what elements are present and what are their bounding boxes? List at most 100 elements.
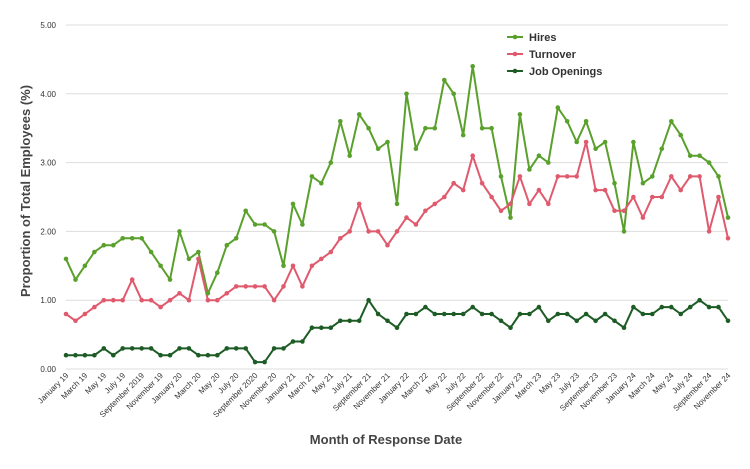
- data-point: [196, 256, 201, 262]
- data-point: [536, 153, 542, 158]
- data-point: [517, 174, 523, 179]
- data-point: [139, 236, 144, 241]
- data-point: [678, 187, 683, 193]
- data-point: [650, 311, 655, 317]
- data-point: [271, 297, 277, 303]
- data-point: [527, 311, 532, 317]
- data-point: [517, 112, 523, 117]
- data-point: [460, 187, 466, 193]
- data-point: [290, 201, 296, 207]
- legend-marker: [512, 34, 518, 40]
- data-point: [451, 91, 457, 97]
- data-point: [612, 180, 617, 186]
- data-point: [158, 352, 163, 358]
- data-point: [716, 174, 721, 179]
- data-point: [233, 346, 239, 351]
- data-point: [451, 311, 457, 317]
- data-point: [120, 297, 125, 303]
- data-point: [536, 304, 542, 310]
- data-point: [158, 304, 163, 310]
- data-point: [593, 187, 598, 193]
- data-point: [546, 201, 551, 207]
- data-point: [262, 359, 267, 365]
- data-point: [328, 160, 334, 165]
- data-point: [196, 352, 201, 358]
- data-point: [252, 222, 258, 227]
- data-point: [593, 146, 598, 152]
- data-point: [186, 256, 192, 262]
- data-point: [423, 208, 428, 214]
- data-point: [356, 201, 362, 207]
- data-point: [442, 194, 447, 200]
- data-point: [338, 236, 343, 241]
- data-point: [338, 318, 343, 324]
- data-point: [252, 359, 258, 365]
- data-point: [564, 174, 570, 179]
- data-point: [262, 222, 267, 227]
- data-point: [177, 346, 182, 351]
- data-point: [129, 277, 135, 282]
- series-line-hires: [65, 65, 729, 295]
- data-point: [489, 311, 494, 317]
- data-point: [177, 229, 182, 234]
- data-point: [413, 146, 419, 152]
- data-point: [73, 318, 78, 324]
- data-point: [111, 297, 116, 303]
- data-point: [233, 284, 239, 289]
- data-point: [290, 263, 296, 269]
- data-point: [385, 139, 390, 145]
- data-point: [252, 284, 258, 289]
- data-point: [394, 201, 400, 207]
- data-point: [243, 208, 248, 214]
- data-point: [281, 346, 286, 351]
- data-point: [328, 325, 334, 331]
- data-point: [233, 236, 239, 241]
- data-point: [319, 325, 324, 331]
- data-point: [271, 229, 277, 234]
- data-point: [678, 311, 683, 317]
- data-point: [375, 311, 381, 317]
- data-point: [470, 64, 476, 69]
- data-point: [139, 297, 144, 303]
- data-point: [177, 291, 182, 296]
- data-point: [659, 304, 665, 310]
- data-point: [498, 174, 504, 179]
- data-point: [319, 180, 324, 186]
- data-point: [243, 284, 248, 289]
- data-point: [290, 339, 296, 344]
- data-point: [725, 236, 731, 241]
- data-point: [640, 311, 646, 317]
- data-point: [205, 352, 211, 358]
- data-point: [687, 304, 693, 310]
- data-point: [404, 91, 409, 97]
- series-line-job-openings: [66, 299, 729, 364]
- data-point: [186, 346, 192, 351]
- data-point: [640, 215, 646, 220]
- data-point: [432, 311, 438, 317]
- data-point: [148, 297, 154, 303]
- y-tick-label: 0.00: [40, 365, 56, 374]
- data-point: [659, 146, 665, 152]
- data-point: [281, 284, 286, 289]
- data-point: [73, 352, 78, 358]
- data-point: [470, 153, 476, 158]
- data-point: [375, 146, 381, 152]
- legend-label: Hires: [529, 32, 557, 44]
- data-point: [564, 119, 570, 124]
- data-point: [63, 256, 69, 262]
- data-point: [63, 352, 69, 358]
- data-point: [593, 318, 598, 324]
- data-point: [725, 318, 731, 324]
- data-point: [82, 352, 88, 358]
- series-lines: [65, 65, 729, 364]
- data-point: [139, 346, 144, 351]
- legend: Hires Turnover Job Openings: [507, 32, 602, 78]
- data-point: [489, 194, 494, 200]
- data-point: [413, 222, 419, 227]
- data-point: [508, 201, 513, 207]
- data-point: [669, 304, 674, 310]
- data-point: [167, 352, 173, 358]
- legend-marker: [512, 51, 518, 57]
- data-point: [489, 125, 494, 131]
- data-point: [413, 311, 419, 317]
